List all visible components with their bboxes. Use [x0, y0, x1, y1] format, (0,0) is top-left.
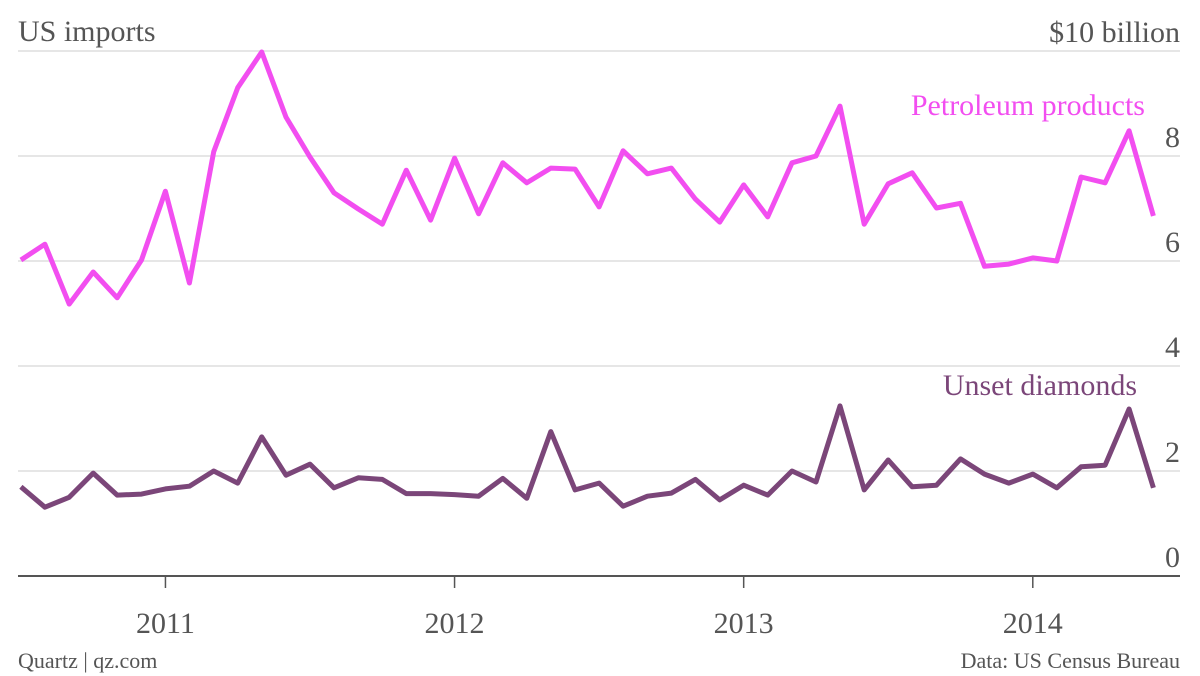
y-tick-label: 6 [1165, 226, 1180, 259]
y-tick-label: $10 billion [1049, 16, 1180, 49]
x-tick-label: 2011 [136, 607, 195, 640]
credit: Quartz | qz.com [18, 648, 157, 673]
series-line [19, 403, 1156, 510]
x-tick-label: 2013 [714, 607, 774, 640]
source: Data: US Census Bureau [961, 648, 1180, 673]
x-tick-label: 2014 [1003, 607, 1063, 640]
chart-title: US imports [18, 15, 156, 48]
series-label: Petroleum products [911, 89, 1145, 122]
y-tick-label: 0 [1165, 541, 1180, 574]
y-tick-label: 2 [1165, 436, 1180, 469]
series-label: Unset diamonds [943, 369, 1137, 402]
y-tick-label: 8 [1165, 121, 1180, 154]
series-line [19, 49, 1156, 307]
y-tick-label: 4 [1165, 331, 1180, 364]
x-tick-label: 2012 [425, 607, 485, 640]
